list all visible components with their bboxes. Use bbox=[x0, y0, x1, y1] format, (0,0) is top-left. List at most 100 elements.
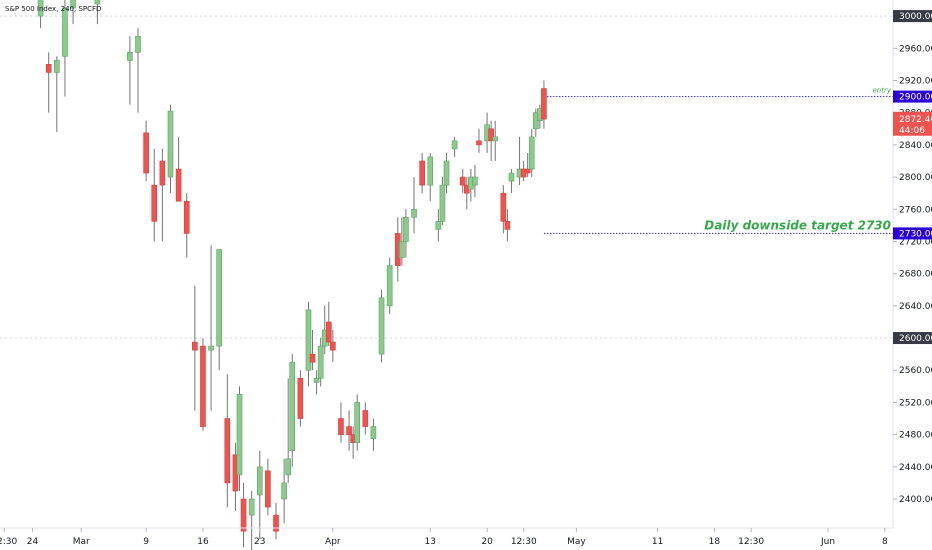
candle-body bbox=[427, 156, 434, 186]
time-tick-label: 23 bbox=[254, 537, 265, 547]
symbol-title: S&P 500 Index, 240, SPCFD bbox=[5, 5, 101, 13]
candle-body bbox=[492, 136, 499, 142]
time-tick-label: 20 bbox=[481, 537, 493, 547]
candle-body bbox=[472, 176, 478, 186]
last-price-label: 2872.46 bbox=[899, 115, 932, 125]
candle-body bbox=[488, 128, 494, 142]
time-axis[interactable]: 12:30 24 Mar 9 16 23 Apr 13 20 12:30 May 11 18 12:30 J… bbox=[0, 527, 893, 547]
time-tick-label: 13 bbox=[425, 537, 436, 547]
candle-body bbox=[451, 140, 458, 150]
candle-body bbox=[236, 394, 243, 476]
candle-body bbox=[135, 35, 141, 53]
candle-body bbox=[309, 353, 316, 363]
time-tick-label: Mar bbox=[73, 537, 90, 547]
price-axis[interactable]: 2400.00 2440.00 2480.00 2520.00 2560.00 2600.… bbox=[892, 0, 932, 528]
price-tick-label: 2680.00 bbox=[899, 270, 932, 280]
time-tick-label: Apr bbox=[325, 537, 341, 547]
price-tick-label: 2400.00 bbox=[899, 495, 932, 505]
grid-level-tag bbox=[893, 332, 932, 345]
candle-body bbox=[167, 110, 174, 178]
candle-body bbox=[504, 221, 511, 230]
time-tick-label: 11 bbox=[652, 537, 663, 547]
time-tick-label: 12:30 bbox=[511, 537, 537, 547]
candle-body bbox=[476, 140, 482, 146]
candle-body bbox=[411, 208, 417, 218]
candle-body bbox=[37, 0, 44, 17]
candle-body bbox=[45, 64, 52, 73]
grid-level-label: 3000.00 bbox=[899, 12, 932, 22]
candle-body bbox=[399, 241, 405, 258]
candle-body bbox=[224, 418, 231, 484]
candle-body bbox=[313, 377, 320, 383]
candle-body bbox=[443, 160, 450, 186]
price-tick-label: 2840.00 bbox=[899, 141, 932, 151]
candle-body bbox=[370, 426, 377, 439]
entry-price-label: 2900.00 bbox=[899, 93, 932, 103]
levels-layer bbox=[543, 96, 893, 234]
candle-body bbox=[439, 184, 446, 222]
candle-body bbox=[289, 361, 296, 452]
candle-body bbox=[354, 402, 361, 443]
price-tick-label: 2760.00 bbox=[899, 205, 932, 215]
candle-body bbox=[297, 377, 304, 419]
entry-price-tag bbox=[893, 90, 932, 103]
price-tick-label: 2800.00 bbox=[899, 173, 932, 183]
candle-body bbox=[216, 249, 222, 347]
price-tick-label: 2640.00 bbox=[899, 302, 932, 312]
candle-body bbox=[159, 160, 166, 186]
candle-body bbox=[151, 184, 158, 222]
entry-annotation: entry bbox=[872, 87, 891, 95]
candle-body bbox=[265, 470, 271, 508]
candle-body bbox=[419, 160, 425, 186]
candle-body bbox=[403, 217, 409, 242]
downside-target-annotation: Daily downside target 2730 bbox=[704, 218, 891, 232]
candle-body bbox=[459, 176, 466, 186]
candle-body bbox=[325, 321, 332, 343]
candle-body bbox=[346, 426, 352, 435]
candle-body bbox=[528, 136, 535, 170]
price-tick-label: 2440.00 bbox=[899, 463, 932, 473]
time-tick-label: 24 bbox=[27, 537, 39, 547]
price-tick-label: 2520.00 bbox=[899, 398, 932, 408]
time-tick-label: 9 bbox=[143, 537, 149, 547]
price-tick-label: 2560.00 bbox=[899, 366, 932, 376]
time-tick-label: 18 bbox=[709, 537, 721, 547]
grid-level-label: 2600.00 bbox=[899, 334, 932, 344]
candle-body bbox=[500, 192, 507, 222]
time-tick-label: Jun bbox=[820, 537, 835, 547]
candle-body bbox=[362, 410, 369, 427]
time-tick-label: 12:30 bbox=[0, 537, 17, 547]
candle-body bbox=[338, 418, 344, 435]
candle-body bbox=[54, 60, 60, 73]
candle-body bbox=[317, 345, 324, 379]
candle-body bbox=[200, 345, 206, 427]
grid-layer bbox=[0, 15, 893, 339]
candle-body bbox=[386, 265, 393, 307]
candle-body bbox=[248, 498, 255, 516]
candle-body bbox=[70, 0, 76, 9]
countdown-label: 44:06 bbox=[899, 126, 925, 136]
candle-body bbox=[127, 52, 133, 61]
time-tick-label: 12:30 bbox=[738, 537, 764, 547]
candle-body bbox=[62, 7, 68, 57]
candle-body bbox=[183, 200, 190, 234]
last-price-tag bbox=[893, 111, 932, 136]
candle-body bbox=[175, 168, 182, 202]
axis-labels-layer: entry 2900.00 Daily downside target 2730 27… bbox=[704, 10, 932, 345]
candle-body bbox=[435, 221, 442, 230]
candle-body bbox=[208, 345, 214, 351]
time-tick-label: 8 bbox=[882, 537, 888, 547]
candle-body bbox=[305, 309, 312, 371]
candle-body bbox=[240, 498, 247, 532]
downside-target-price-label: 2730.00 bbox=[899, 229, 932, 239]
candle-body bbox=[285, 458, 291, 476]
candle-body bbox=[330, 341, 336, 351]
time-tick-label: May bbox=[567, 537, 586, 547]
time-tick-label: 16 bbox=[197, 537, 209, 547]
candle-body bbox=[143, 132, 149, 174]
candle-body bbox=[508, 172, 515, 182]
price-tick-label: 2720.00 bbox=[899, 237, 932, 247]
downside-target-price-tag bbox=[893, 227, 932, 240]
